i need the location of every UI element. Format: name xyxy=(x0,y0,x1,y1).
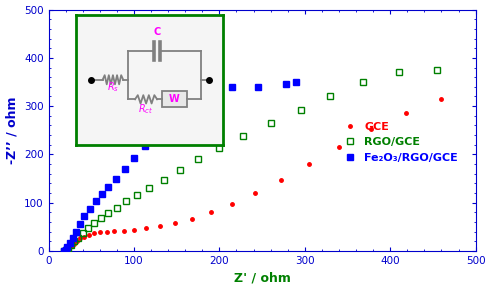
Fe₂O₃/RGO/GCE xyxy=(77,222,83,226)
GCE xyxy=(111,229,117,233)
Fe₂O₃/RGO/GCE xyxy=(142,144,148,148)
GCE xyxy=(104,230,109,233)
Fe₂O₃/RGO/GCE xyxy=(169,115,175,119)
Text: $R_s$: $R_s$ xyxy=(107,80,119,94)
GCE xyxy=(121,229,127,233)
RGO/GCE xyxy=(80,231,86,234)
Fe₂O₃/RGO/GCE xyxy=(293,80,299,84)
Fe₂O₃/RGO/GCE xyxy=(67,242,73,245)
RGO/GCE xyxy=(195,157,201,161)
Fe₂O₃/RGO/GCE xyxy=(122,167,128,171)
RGO/GCE xyxy=(396,70,402,74)
Fe₂O₃/RGO/GCE xyxy=(64,245,70,249)
Fe₂O₃/RGO/GCE xyxy=(255,85,261,88)
RGO/GCE xyxy=(114,206,120,209)
RGO/GCE xyxy=(65,246,71,249)
RGO/GCE xyxy=(360,80,366,84)
Fe₂O₃/RGO/GCE xyxy=(82,215,87,218)
RGO/GCE xyxy=(98,216,104,220)
GCE xyxy=(143,226,149,230)
Line: RGO/GCE: RGO/GCE xyxy=(61,67,440,254)
GCE xyxy=(82,235,87,238)
GCE xyxy=(74,240,80,243)
Fe₂O₃/RGO/GCE xyxy=(131,156,137,160)
Fe₂O₃/RGO/GCE xyxy=(229,85,235,88)
Fe₂O₃/RGO/GCE xyxy=(113,177,119,180)
Line: Fe₂O₃/RGO/GCE: Fe₂O₃/RGO/GCE xyxy=(61,79,300,254)
Fe₂O₃/RGO/GCE xyxy=(63,248,69,251)
Fe₂O₃/RGO/GCE xyxy=(73,230,79,233)
RGO/GCE xyxy=(76,236,82,239)
RGO/GCE xyxy=(241,134,246,138)
GCE xyxy=(306,162,312,166)
GCE xyxy=(71,242,77,246)
RGO/GCE xyxy=(91,221,97,225)
GCE xyxy=(66,246,72,250)
RGO/GCE xyxy=(177,168,183,172)
RGO/GCE xyxy=(135,193,140,197)
Fe₂O₃/RGO/GCE xyxy=(283,83,289,86)
RGO/GCE xyxy=(68,243,74,246)
GCE xyxy=(336,146,342,149)
Y-axis label: -Z’’ / ohm: -Z’’ / ohm xyxy=(5,97,19,164)
RGO/GCE xyxy=(434,68,440,72)
Fe₂O₃/RGO/GCE xyxy=(106,185,111,188)
GCE xyxy=(252,191,258,195)
Text: C: C xyxy=(154,27,161,37)
Fe₂O₃/RGO/GCE xyxy=(206,85,212,88)
RGO/GCE xyxy=(63,248,69,251)
Fe₂O₃/RGO/GCE xyxy=(61,249,67,252)
GCE xyxy=(69,244,75,248)
Legend: GCE, RGO/GCE, Fe₂O₃/RGO/GCE: GCE, RGO/GCE, Fe₂O₃/RGO/GCE xyxy=(341,119,462,166)
GCE xyxy=(86,233,92,236)
RGO/GCE xyxy=(217,146,222,150)
RGO/GCE xyxy=(123,200,129,203)
Text: W: W xyxy=(169,94,179,104)
Fe₂O₃/RGO/GCE xyxy=(187,99,192,103)
RGO/GCE xyxy=(268,121,273,125)
GCE xyxy=(63,249,69,252)
RGO/GCE xyxy=(146,186,152,190)
Fe₂O₃/RGO/GCE xyxy=(70,236,76,240)
RGO/GCE xyxy=(327,94,333,97)
GCE xyxy=(157,224,163,228)
Text: $R_{ct}$: $R_{ct}$ xyxy=(137,102,153,116)
RGO/GCE xyxy=(71,240,77,243)
FancyBboxPatch shape xyxy=(162,92,187,107)
RGO/GCE xyxy=(61,249,67,252)
GCE xyxy=(278,178,284,181)
GCE xyxy=(189,217,195,220)
RGO/GCE xyxy=(161,178,167,181)
X-axis label: Z' / ohm: Z' / ohm xyxy=(234,271,291,284)
GCE xyxy=(368,128,374,131)
GCE xyxy=(97,231,103,234)
GCE xyxy=(172,221,178,225)
GCE xyxy=(403,112,409,115)
RGO/GCE xyxy=(298,108,303,111)
GCE xyxy=(438,97,444,101)
Fe₂O₃/RGO/GCE xyxy=(99,192,105,196)
RGO/GCE xyxy=(106,211,111,215)
GCE xyxy=(229,202,235,205)
GCE xyxy=(77,237,83,240)
GCE xyxy=(208,211,214,214)
GCE xyxy=(64,248,70,251)
GCE xyxy=(91,231,97,235)
Fe₂O₃/RGO/GCE xyxy=(86,207,92,210)
Fe₂O₃/RGO/GCE xyxy=(155,130,161,134)
RGO/GCE xyxy=(85,226,91,230)
Line: GCE: GCE xyxy=(62,95,445,254)
GCE xyxy=(131,228,137,231)
Fe₂O₃/RGO/GCE xyxy=(93,200,99,203)
